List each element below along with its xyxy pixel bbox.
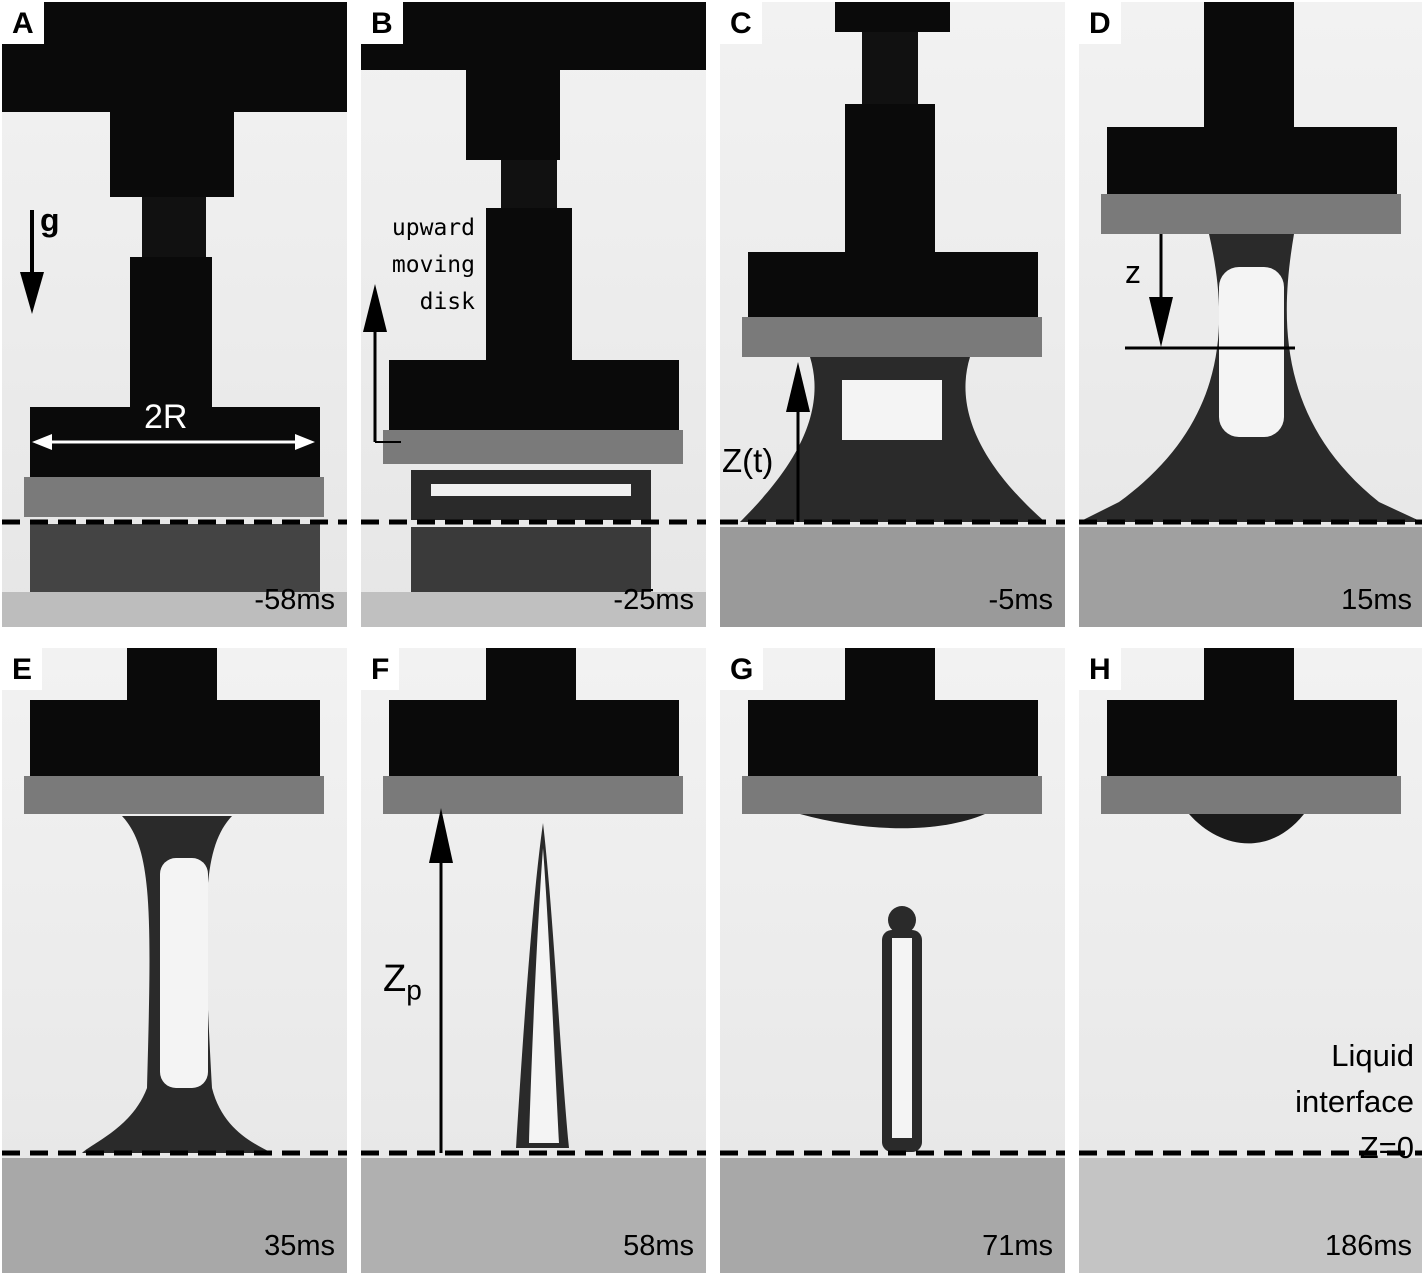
pinch-height-label: Zp <box>383 958 422 1007</box>
panel-d-photo <box>1079 2 1422 627</box>
panel-b-letter: B <box>361 2 403 44</box>
panel-a: A g 2R -58ms <box>2 2 347 627</box>
panel-d-letter: D <box>1079 2 1121 44</box>
panel-g: G 71ms <box>720 648 1065 1273</box>
panel-a-time: -58ms <box>254 584 335 616</box>
panel-g-photo <box>720 648 1065 1273</box>
depth-label: z <box>1125 254 1141 290</box>
panel-f: F Zp 58ms <box>361 648 706 1273</box>
pinch-height-sub: p <box>406 974 422 1006</box>
interface-label: Liquid interface Z=0 <box>1295 1033 1414 1171</box>
disk-motion-label: upward moving disk <box>369 210 475 321</box>
panel-f-letter: F <box>361 648 400 690</box>
panel-f-photo <box>361 648 706 1273</box>
panel-c-letter: C <box>720 2 762 44</box>
panel-c-photo <box>720 2 1065 627</box>
disk-motion-line-1: upward <box>391 215 475 241</box>
interface-line-1: Liquid <box>1331 1038 1414 1073</box>
interface-line-3: Z=0 <box>1359 1130 1414 1165</box>
diameter-label: 2R <box>144 398 188 436</box>
panel-e-photo <box>2 648 347 1273</box>
panel-e-letter: E <box>2 648 43 690</box>
panel-d: D z 15ms <box>1079 2 1422 627</box>
height-label: Z(t) <box>722 442 774 479</box>
panel-c: C Z(t) -5ms <box>720 2 1065 627</box>
panel-b: B upward moving disk -25ms <box>361 2 706 627</box>
panel-b-time: -25ms <box>613 584 694 616</box>
panel-e: E 35ms <box>2 648 347 1273</box>
panel-f-time: 58ms <box>623 1230 694 1262</box>
disk-motion-line-3: disk <box>419 289 475 315</box>
panel-a-photo <box>2 2 347 627</box>
panel-e-time: 35ms <box>264 1230 335 1262</box>
panel-g-time: 71ms <box>982 1230 1053 1262</box>
panel-c-time: -5ms <box>988 584 1053 616</box>
panel-d-time: 15ms <box>1341 584 1412 616</box>
panel-g-letter: G <box>720 648 764 690</box>
panel-a-letter: A <box>2 2 44 44</box>
gravity-label: g <box>40 202 60 238</box>
panel-h-letter: H <box>1079 648 1121 690</box>
panel-h-time: 186ms <box>1324 1230 1412 1262</box>
panel-b-photo <box>361 2 706 627</box>
disk-motion-line-2: moving <box>391 252 475 278</box>
panel-h-photo <box>1079 648 1422 1273</box>
pinch-height-base: Z <box>383 958 407 1000</box>
panel-h: H Liquid interface Z=0 186ms <box>1079 648 1422 1273</box>
interface-line-2: interface <box>1295 1084 1414 1119</box>
